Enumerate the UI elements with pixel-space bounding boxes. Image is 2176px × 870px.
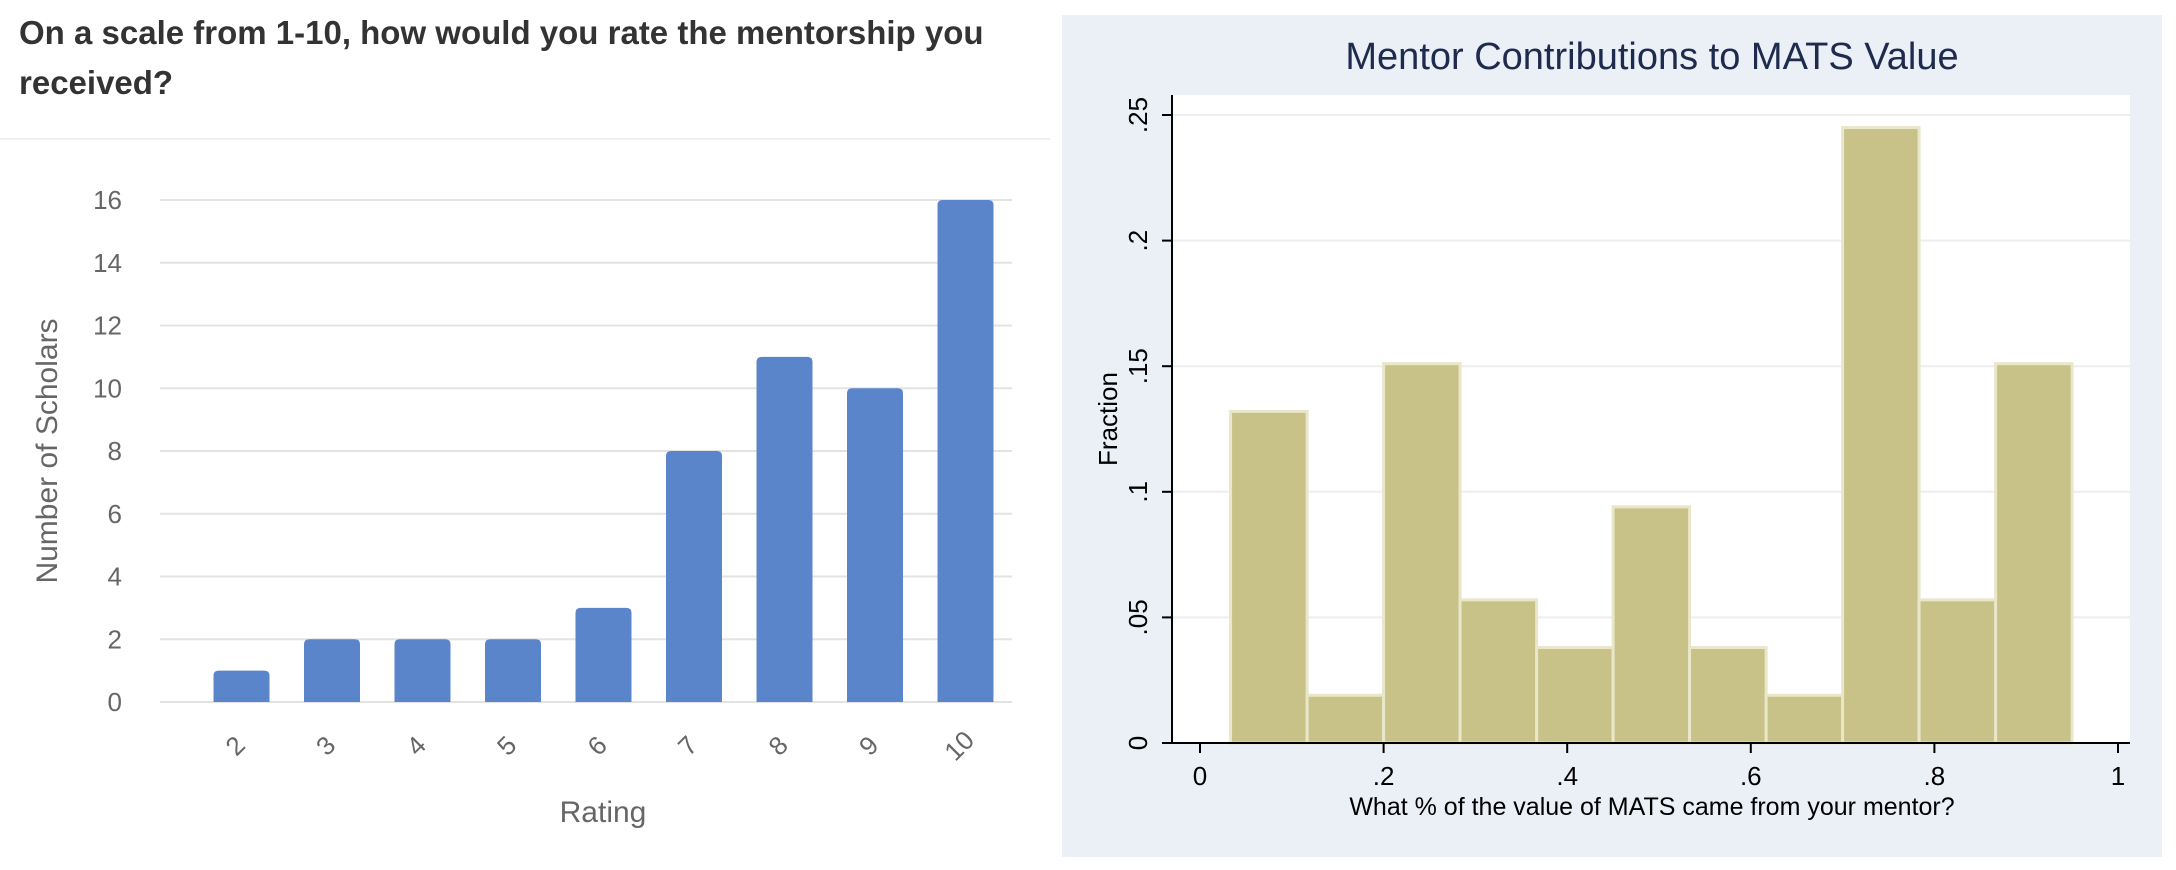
y-tick-label: 0 xyxy=(108,687,122,717)
y-tick-label: 4 xyxy=(108,562,122,592)
y-axis-label: Fraction xyxy=(1093,372,1123,466)
x-tick-label: .4 xyxy=(1556,761,1578,791)
histogram-bar xyxy=(1611,505,1692,745)
rating-bar-chart: 0 2 4 6 8 10 12 14 16 2 3 4 5 6 7 8 9 10 Rating Number of S… xyxy=(31,185,1012,829)
y-axis-label: Number of Scholars xyxy=(31,318,64,583)
x-tick-label: 7 xyxy=(672,730,703,761)
y-tick-label: .05 xyxy=(1123,599,1153,635)
x-tick-label: .2 xyxy=(1373,761,1395,791)
bar-rating-4 xyxy=(394,639,451,702)
x-tick-label: 6 xyxy=(581,730,612,761)
histogram-bar xyxy=(1535,646,1615,745)
y-tick-label: .2 xyxy=(1123,230,1153,252)
y-tick-label: 0 xyxy=(1123,736,1153,750)
x-tick-label: 2 xyxy=(219,730,250,761)
histogram-bar xyxy=(1994,362,2074,745)
histogram-bar xyxy=(1458,598,1539,745)
bar-rating-6 xyxy=(575,607,632,702)
x-tick-label: .8 xyxy=(1924,761,1946,791)
y-tick-label: 6 xyxy=(108,499,122,529)
x-tick-label: 10 xyxy=(938,725,980,767)
bar-rating-7 xyxy=(666,451,722,702)
histogram-bar xyxy=(1764,693,1845,745)
mentor-contribution-histogram: 0 .05 .1 .15 .2 .25 0 .2 .4 .6 .8 1 Mentor Contribut… xyxy=(1093,36,2130,821)
y-tick-label: .15 xyxy=(1123,348,1153,384)
bar-rating-3 xyxy=(304,639,360,702)
bar-rating-10 xyxy=(937,200,994,702)
x-tick-label: 4 xyxy=(400,730,431,761)
x-tick-label: 0 xyxy=(1193,761,1207,791)
y-tick-label: 16 xyxy=(93,185,122,215)
x-tick-label: 1 xyxy=(2111,761,2125,791)
bar-rating-8 xyxy=(756,356,813,702)
question-divider xyxy=(0,138,1050,140)
x-tick-label: 3 xyxy=(310,730,341,761)
x-tick-label: .6 xyxy=(1740,761,1762,791)
y-tick-label: 8 xyxy=(108,436,122,466)
question-title: On a scale from 1-10, how would you rate… xyxy=(19,14,984,101)
y-tick-label: 2 xyxy=(108,624,122,654)
histogram-bar xyxy=(1841,126,1921,745)
y-tick-label: 14 xyxy=(93,248,122,278)
y-tick-label: 10 xyxy=(93,373,122,403)
x-tick-label: 9 xyxy=(853,730,884,761)
y-tick-label: 12 xyxy=(93,311,122,341)
y-tick-label: .25 xyxy=(1123,97,1153,133)
y-tick-label: .1 xyxy=(1123,481,1153,503)
histogram-bar xyxy=(1917,598,1998,745)
histogram-bar xyxy=(1382,362,1462,745)
histogram-bar xyxy=(1305,693,1386,745)
x-tick-label: 8 xyxy=(762,730,793,761)
histogram-bar xyxy=(1229,409,1309,745)
x-axis-label: What % of the value of MATS came from yo… xyxy=(1349,793,1954,821)
bar-rating-2 xyxy=(213,670,270,702)
chart-title: Mentor Contributions to MATS Value xyxy=(1345,36,1958,78)
bar-rating-5 xyxy=(485,639,541,702)
bar-rating-9 xyxy=(847,388,903,702)
x-axis-label: Rating xyxy=(560,796,647,829)
x-tick-label: 5 xyxy=(491,730,522,761)
histogram-bar xyxy=(1688,646,1768,745)
